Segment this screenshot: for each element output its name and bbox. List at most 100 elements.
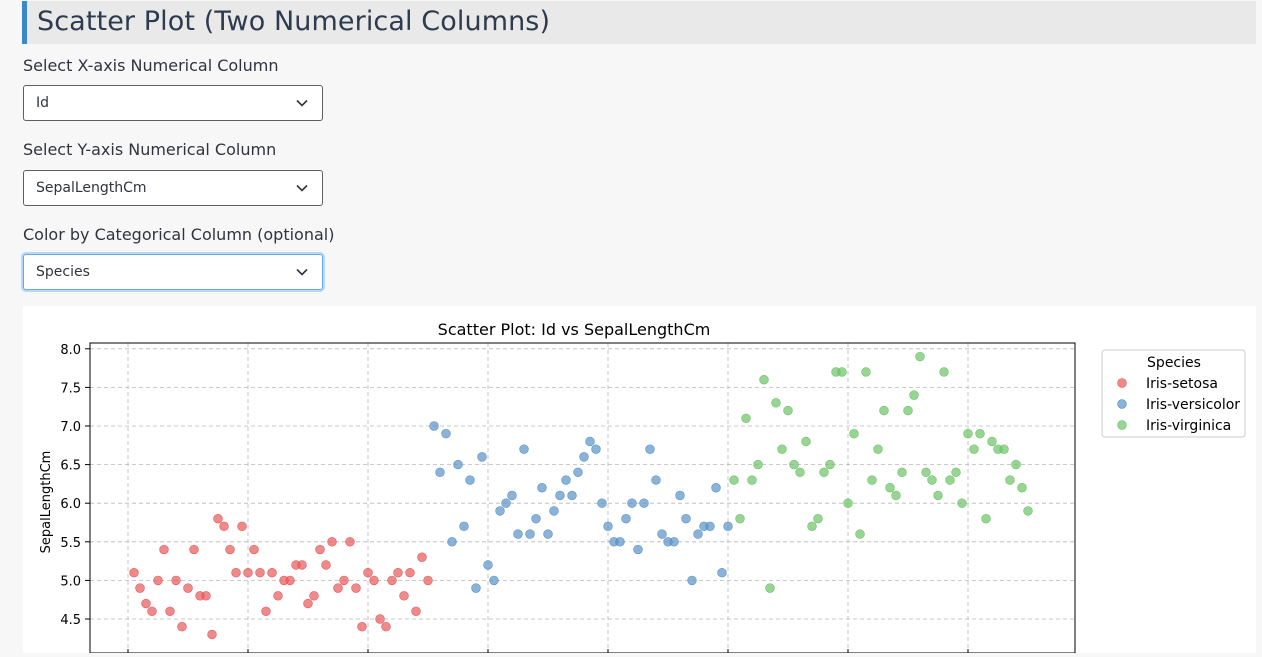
chart-title: Scatter Plot: Id vs SepalLengthCm xyxy=(438,320,711,339)
point-iris-virginica xyxy=(957,498,967,508)
point-iris-versicolor xyxy=(705,521,715,532)
point-iris-versicolor xyxy=(681,513,691,524)
point-iris-virginica xyxy=(783,405,793,416)
chevron-down-icon xyxy=(296,268,308,276)
point-iris-virginica xyxy=(891,490,901,501)
point-iris-setosa xyxy=(285,575,295,586)
point-iris-versicolor xyxy=(477,452,487,462)
y-tick-labels: 4.5 5.0 5.5 6.0 6.5 7.0 7.5 8.0 xyxy=(60,343,90,628)
point-iris-setosa xyxy=(255,567,265,578)
legend: Species Iris-setosa Iris-versicolor Iris-v… xyxy=(1101,349,1246,438)
y-tick-label: 7.0 xyxy=(60,420,81,435)
y-tick-label: 7.5 xyxy=(60,381,81,396)
point-iris-virginica xyxy=(1023,506,1033,516)
point-iris-setosa xyxy=(201,591,211,601)
point-iris-setosa xyxy=(159,544,169,555)
point-iris-setosa xyxy=(171,575,181,586)
y-tick-label: 5.0 xyxy=(60,574,81,589)
point-iris-setosa xyxy=(327,537,337,547)
y-axis-select[interactable]: SepalLengthCm xyxy=(23,170,323,206)
point-iris-virginica xyxy=(897,467,907,478)
y-tick-label: 4.5 xyxy=(60,613,81,628)
point-iris-versicolor xyxy=(645,444,655,454)
point-iris-setosa xyxy=(309,591,319,601)
point-iris-virginica xyxy=(1005,475,1015,485)
point-iris-versicolor xyxy=(615,537,625,547)
scatter-plot: Scatter Plot: Id vs SepalLengthCm SepalL… xyxy=(39,320,1246,654)
point-iris-versicolor xyxy=(627,498,637,508)
point-iris-versicolor xyxy=(489,575,499,586)
point-iris-setosa xyxy=(375,614,385,624)
y-tick-label: 8.0 xyxy=(60,343,81,358)
point-iris-setosa xyxy=(129,567,139,578)
point-iris-versicolor xyxy=(567,490,577,501)
point-iris-virginica xyxy=(945,475,955,485)
point-iris-virginica xyxy=(927,475,937,485)
point-iris-virginica xyxy=(741,413,751,423)
point-iris-setosa xyxy=(147,606,157,616)
point-iris-virginica xyxy=(753,459,763,470)
point-iris-versicolor xyxy=(447,537,457,547)
point-iris-virginica xyxy=(789,459,799,470)
point-iris-virginica xyxy=(963,429,973,439)
point-iris-setosa xyxy=(423,575,433,586)
point-iris-virginica xyxy=(987,436,997,447)
point-iris-versicolor xyxy=(435,467,445,478)
point-iris-setosa xyxy=(345,537,355,547)
point-iris-setosa xyxy=(297,560,307,570)
y-tick-label: 5.5 xyxy=(60,536,81,551)
point-iris-versicolor xyxy=(621,513,631,524)
point-iris-virginica xyxy=(849,429,859,439)
point-iris-versicolor xyxy=(519,444,529,454)
point-iris-versicolor xyxy=(459,521,469,532)
point-iris-setosa xyxy=(225,544,235,555)
point-iris-versicolor xyxy=(669,537,679,547)
point-iris-virginica xyxy=(747,475,757,485)
point-iris-versicolor xyxy=(711,483,721,493)
point-iris-setosa xyxy=(141,598,151,609)
legend-label-iris-setosa: Iris-setosa xyxy=(1146,376,1218,392)
point-iris-setosa xyxy=(417,552,427,562)
point-iris-versicolor xyxy=(579,452,589,462)
point-iris-virginica xyxy=(873,444,883,454)
data-points xyxy=(129,351,1033,640)
point-iris-versicolor xyxy=(465,475,475,485)
color-select[interactable]: Species xyxy=(23,254,323,290)
point-iris-virginica xyxy=(1011,459,1021,470)
point-iris-setosa xyxy=(153,575,163,586)
point-iris-versicolor xyxy=(687,575,697,586)
point-iris-setosa xyxy=(189,544,199,555)
point-iris-setosa xyxy=(369,575,379,586)
y-axis-select-value: SepalLengthCm xyxy=(36,180,147,196)
point-iris-virginica xyxy=(969,444,979,454)
point-iris-setosa xyxy=(303,598,313,609)
color-select-value: Species xyxy=(36,264,90,280)
point-iris-virginica xyxy=(951,467,961,478)
point-iris-virginica xyxy=(759,374,769,385)
point-iris-versicolor xyxy=(531,513,541,524)
point-iris-virginica xyxy=(819,467,829,478)
point-iris-versicolor xyxy=(651,475,661,485)
point-iris-versicolor xyxy=(441,429,451,439)
legend-box xyxy=(1101,349,1246,438)
page-title: Scatter Plot (Two Numerical Columns) xyxy=(37,6,551,37)
x-axis-select[interactable]: Id xyxy=(23,85,323,121)
scatter-plot-card: Scatter Plot: Id vs SepalLengthCm SepalL… xyxy=(23,306,1256,654)
point-iris-versicolor xyxy=(585,436,595,447)
point-iris-virginica xyxy=(909,390,919,400)
point-iris-setosa xyxy=(237,521,247,532)
point-iris-setosa xyxy=(135,583,145,593)
grid-lines xyxy=(90,343,1075,653)
plot-frame xyxy=(89,342,1076,654)
point-iris-virginica xyxy=(1017,483,1027,493)
point-iris-versicolor xyxy=(543,529,553,539)
legend-label-iris-versicolor: Iris-versicolor xyxy=(1146,397,1240,413)
point-iris-virginica xyxy=(777,444,787,454)
point-iris-setosa xyxy=(339,575,349,586)
point-iris-setosa xyxy=(219,521,229,532)
y-tick-label: 6.0 xyxy=(60,497,81,512)
point-iris-versicolor xyxy=(693,529,703,539)
point-iris-versicolor xyxy=(501,498,511,508)
point-iris-setosa xyxy=(405,567,415,578)
point-iris-setosa xyxy=(387,575,397,586)
